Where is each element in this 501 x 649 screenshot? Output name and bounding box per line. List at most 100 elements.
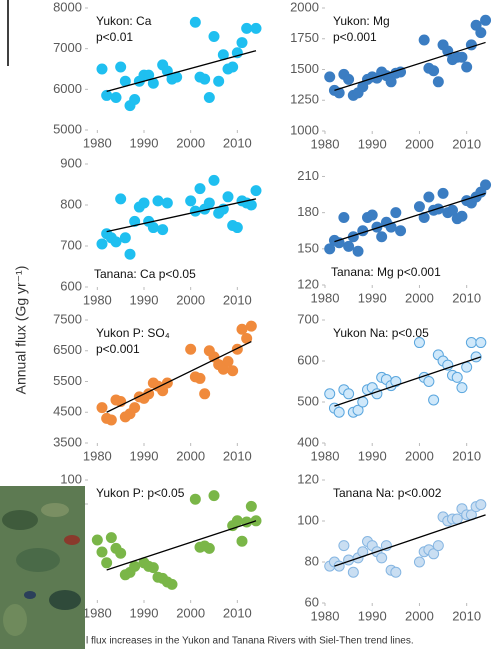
data-point xyxy=(245,320,257,332)
y-tick-label: 900 xyxy=(60,155,82,170)
data-point xyxy=(91,534,103,546)
data-point xyxy=(161,197,173,209)
y-axis-label: Annual flux (Gg yr⁻¹) xyxy=(13,266,29,395)
data-point xyxy=(208,30,220,42)
x-tick-label: 2000 xyxy=(405,136,434,151)
x-tick-label: 1990 xyxy=(130,135,159,150)
y-tick-label: 800 xyxy=(60,196,82,211)
y-tick-label: 4500 xyxy=(53,404,82,419)
x-tick-label: 1980 xyxy=(311,290,340,305)
panel-title: Yukon Na: p<0.05 xyxy=(333,326,429,340)
data-point xyxy=(110,91,122,103)
x-tick-label: 1980 xyxy=(83,448,112,463)
data-point xyxy=(352,404,364,416)
x-tick-label: 1990 xyxy=(358,290,387,305)
data-point xyxy=(105,532,117,544)
y-tick-label: 7000 xyxy=(53,40,82,55)
data-point xyxy=(428,548,440,560)
y-tick-label: 120 xyxy=(297,471,319,486)
data-point xyxy=(115,193,127,205)
data-point xyxy=(185,343,197,355)
data-point xyxy=(456,51,468,63)
data-point xyxy=(203,91,215,103)
x-tick-label: 1980 xyxy=(83,605,112,620)
data-point xyxy=(390,207,402,219)
data-point xyxy=(147,562,159,574)
x-tick-label: 1980 xyxy=(311,448,340,463)
data-point xyxy=(166,578,178,590)
data-point xyxy=(208,490,220,502)
data-point xyxy=(451,371,463,383)
y-tick-label: 2000 xyxy=(290,0,319,14)
y-tick-label: 1250 xyxy=(290,92,319,107)
data-point xyxy=(222,356,234,368)
x-tick-label: 2000 xyxy=(405,448,434,463)
data-point xyxy=(343,73,355,85)
data-point xyxy=(185,195,197,207)
data-point xyxy=(199,388,211,400)
data-point xyxy=(124,248,136,260)
x-tick-label: 1980 xyxy=(83,135,112,150)
data-point xyxy=(480,179,492,191)
data-point xyxy=(475,27,487,39)
y-tick-label: 150 xyxy=(297,240,319,255)
y-tick-label: 5500 xyxy=(53,373,82,388)
y-tick-label: 1500 xyxy=(290,61,319,76)
data-point xyxy=(428,394,440,406)
data-point xyxy=(461,361,473,373)
y-tick-label: 6000 xyxy=(53,81,82,96)
data-point xyxy=(338,540,350,552)
data-point xyxy=(227,61,239,73)
data-point xyxy=(138,197,150,209)
trend-line xyxy=(106,198,257,233)
data-point xyxy=(324,388,336,400)
data-point xyxy=(371,221,383,233)
x-tick-label: 2000 xyxy=(176,292,205,307)
y-tick-label: 100 xyxy=(297,512,319,527)
data-point xyxy=(110,236,122,248)
x-tick-label: 2010 xyxy=(452,290,481,305)
panel-subtitle: p<0.001 xyxy=(333,30,377,44)
data-point xyxy=(96,546,108,558)
data-point xyxy=(413,201,425,213)
data-point xyxy=(157,224,169,236)
data-point xyxy=(250,22,262,34)
data-point xyxy=(199,73,211,85)
panel-subtitle: p<0.001 xyxy=(96,342,140,356)
data-point xyxy=(236,535,248,547)
data-point xyxy=(456,210,468,222)
panel-title: Yukon: Mg xyxy=(333,14,390,28)
data-point xyxy=(395,66,407,78)
data-point xyxy=(352,245,364,257)
data-point xyxy=(236,323,248,335)
x-tick-label: 2010 xyxy=(223,448,252,463)
x-tick-label: 2010 xyxy=(452,448,481,463)
data-point xyxy=(194,372,206,384)
data-point xyxy=(231,343,243,355)
y-tick-label: 7500 xyxy=(53,311,82,326)
data-point xyxy=(480,14,492,26)
data-point xyxy=(129,215,141,227)
x-tick-label: 2010 xyxy=(452,136,481,151)
data-point xyxy=(245,500,257,512)
data-point xyxy=(236,37,248,49)
data-point xyxy=(245,199,257,211)
panel-title: Tanana: Ca p<0.05 xyxy=(94,267,196,281)
data-point xyxy=(423,376,435,387)
y-tick-label: 100 xyxy=(60,471,82,486)
x-tick-label: 1990 xyxy=(130,605,159,620)
y-tick-label: 180 xyxy=(297,204,319,219)
x-tick-label: 2000 xyxy=(405,608,434,623)
data-point xyxy=(231,515,243,527)
y-tick-label: 8000 xyxy=(53,0,82,14)
y-tick-label: 120 xyxy=(297,276,319,291)
x-tick-label: 1990 xyxy=(130,292,159,307)
data-point xyxy=(451,513,463,525)
x-tick-label: 1990 xyxy=(358,448,387,463)
y-tick-label: 80 xyxy=(305,553,319,568)
data-point xyxy=(475,337,487,349)
data-point xyxy=(413,337,425,349)
trend-line xyxy=(106,340,252,413)
x-tick-label: 2000 xyxy=(176,448,205,463)
